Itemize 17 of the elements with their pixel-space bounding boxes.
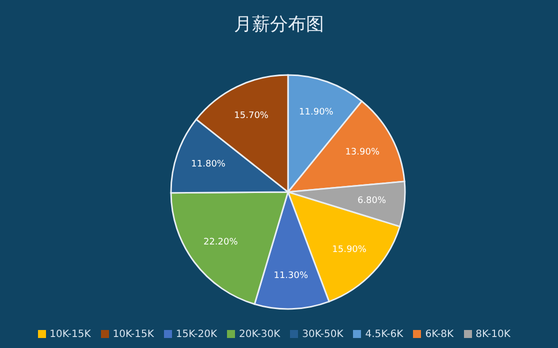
data-label: 22.20%	[203, 238, 238, 248]
data-label: 11.80%	[191, 160, 226, 170]
legend-label: 6K-8K	[425, 329, 454, 340]
legend-label: 15K-20K	[176, 329, 217, 340]
legend-label: 20K-30K	[239, 329, 280, 340]
data-label: 11.30%	[274, 271, 308, 282]
data-label: 15.90%	[332, 244, 367, 255]
legend-label: 30K-50K	[302, 329, 344, 340]
legend-label: 10K-15K	[50, 329, 91, 340]
data-label: 13.90%	[345, 147, 380, 158]
legend-label: 8K-10K	[476, 329, 510, 340]
data-label: 15.70%	[234, 111, 269, 122]
legend-label: 4.5K-6K	[365, 329, 404, 340]
data-label: 6.80%	[357, 196, 387, 206]
chart-title: 月薪分布图	[233, 13, 325, 36]
legend-label: 10K-15K	[112, 329, 154, 340]
data-label: 11.90%	[299, 108, 334, 118]
